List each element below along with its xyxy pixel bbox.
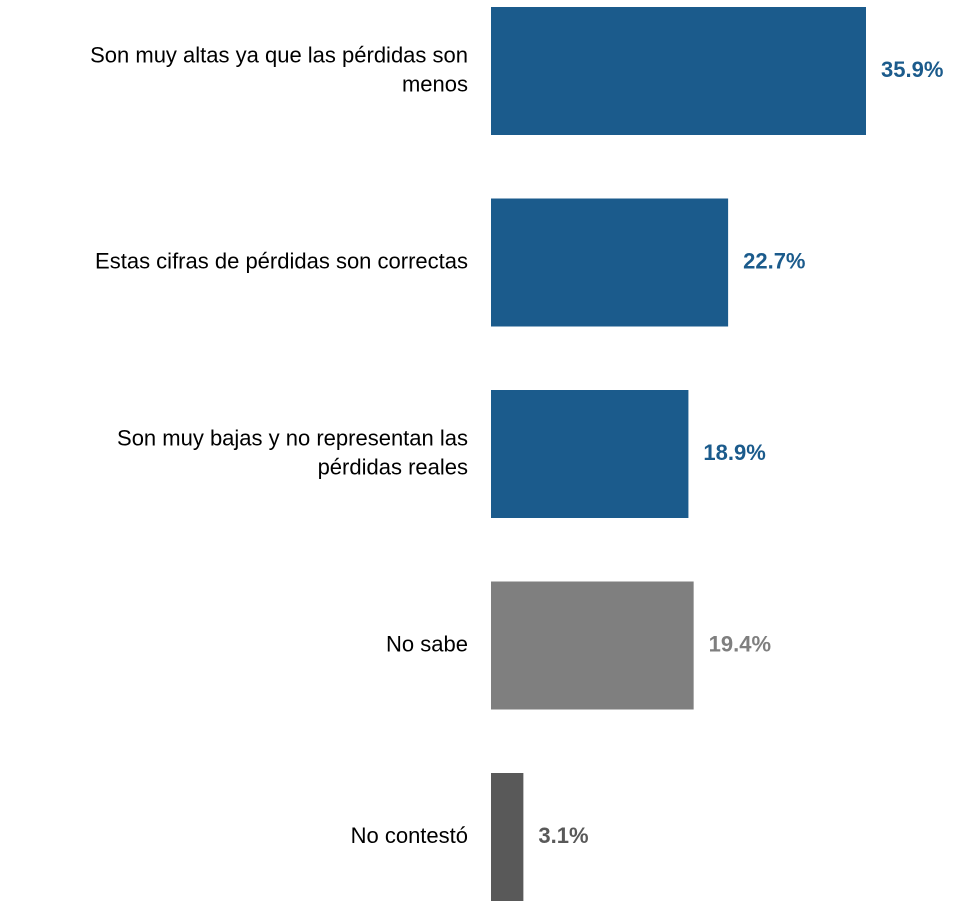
bar-2	[491, 198, 729, 327]
value-label-2: 22.7%	[743, 248, 805, 273]
category-label-4: No sabe	[386, 631, 468, 656]
category-label-3-line-1: Son muy bajas y no representan las	[117, 425, 468, 450]
bar-1	[491, 7, 866, 135]
category-label-2: Estas cifras de pérdidas son correctas	[95, 248, 468, 273]
value-label-3: 18.9%	[703, 440, 765, 465]
value-label-5: 3.1%	[538, 823, 588, 848]
category-label-1-line-1: Son muy altas ya que las pérdidas son	[90, 42, 468, 67]
category-label-3-line-2: pérdidas reales	[318, 454, 468, 479]
category-label-5: No contestó	[351, 823, 468, 848]
bar-3	[491, 390, 689, 518]
value-label-4: 19.4%	[709, 631, 771, 656]
bar-5	[491, 773, 524, 901]
bar-4	[491, 581, 694, 710]
value-label-1: 35.9%	[881, 57, 943, 82]
category-label-1-line-2: menos	[402, 71, 468, 96]
